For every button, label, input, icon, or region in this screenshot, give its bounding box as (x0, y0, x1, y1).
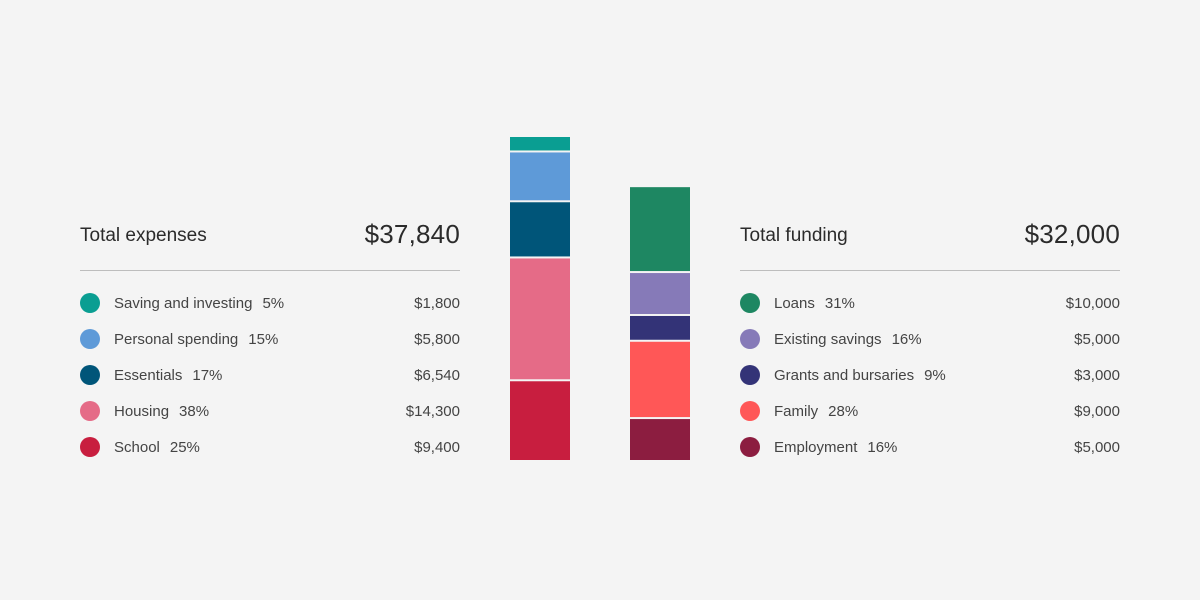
funding-total: $32,000 (1024, 219, 1120, 249)
legend-percent: 28% (828, 402, 859, 420)
expenses-title: Total expenses (80, 225, 207, 246)
swatch-personal-spending (80, 329, 100, 349)
legend-percent: 17% (192, 366, 223, 384)
swatch-existing-savings (740, 329, 760, 349)
legend-label: Existing savings (774, 330, 882, 348)
swatch-saving-investing (80, 293, 100, 313)
funding-stacked-bar (630, 187, 690, 460)
legend-percent: 16% (891, 330, 922, 348)
legend-row-essentials: Essentials 17% $6,540 (80, 357, 460, 393)
funding-title: Total funding (740, 225, 848, 246)
legend-value: $6,540 (414, 366, 460, 384)
legend-value: $1,800 (414, 294, 460, 312)
bar-segment-saving-and-investing (510, 137, 570, 151)
swatch-housing (80, 401, 100, 421)
legend-row-school: School 25% $9,400 (80, 429, 460, 465)
expenses-stacked-bar (510, 137, 570, 460)
legend-value: $10,000 (1065, 294, 1120, 312)
legend-label: Housing (114, 402, 170, 420)
bar-segment-family (630, 341, 690, 418)
legend-percent: 15% (248, 330, 279, 348)
swatch-loans (740, 293, 760, 313)
legend-label: School (114, 438, 160, 456)
bar-segment-housing (510, 258, 570, 380)
legend-value: $5,000 (1074, 438, 1120, 456)
expenses-panel: Total expenses $37,840 Saving and invest… (80, 210, 460, 465)
legend-value: $5,000 (1074, 330, 1120, 348)
legend-row-grants-bursaries: Grants and bursaries 9% $3,000 (740, 357, 1120, 393)
legend-label: Saving and investing (114, 294, 253, 312)
bar-segment-grants-and-bursaries (630, 315, 690, 340)
legend-percent: 25% (169, 438, 200, 456)
legend-percent: 38% (179, 402, 210, 420)
legend-label: Employment (774, 438, 858, 456)
funding-legend: Loans 31% $10,000 Existing savings 16% $… (740, 271, 1120, 465)
legend-label: Grants and bursaries (774, 366, 915, 384)
bar-segment-essentials (510, 202, 570, 257)
legend-row-family: Family 28% $9,000 (740, 393, 1120, 429)
legend-percent: 16% (867, 438, 898, 456)
bar-segment-employment (630, 419, 690, 460)
legend-row-saving-investing: Saving and investing 5% $1,800 (80, 285, 460, 321)
swatch-school (80, 437, 100, 457)
bar-segment-personal-spending (510, 152, 570, 201)
swatch-essentials (80, 365, 100, 385)
legend-value: $3,000 (1074, 366, 1120, 384)
legend-label: Essentials (114, 366, 183, 384)
legend-label: Personal spending (114, 330, 239, 348)
legend-row-housing: Housing 38% $14,300 (80, 393, 460, 429)
expenses-total: $37,840 (364, 219, 460, 249)
swatch-grants-bursaries (740, 365, 760, 385)
legend-percent: 9% (924, 366, 946, 384)
swatch-employment (740, 437, 760, 457)
bar-segment-existing-savings (630, 273, 690, 314)
legend-value: $9,000 (1074, 402, 1120, 420)
legend-value: $5,800 (414, 330, 460, 348)
legend-label: Loans (774, 294, 815, 312)
legend-percent: 31% (824, 294, 855, 312)
legend-row-personal-spending: Personal spending 15% $5,800 (80, 321, 460, 357)
legend-row-existing-savings: Existing savings 16% $5,000 (740, 321, 1120, 357)
bar-segment-loans (630, 187, 690, 272)
legend-label: Family (774, 402, 819, 420)
funding-header: Total funding $32,000 (740, 210, 1120, 271)
bar-segment-school (510, 381, 570, 460)
swatch-family (740, 401, 760, 421)
funding-panel: Total funding $32,000 Loans 31% $10,000 … (740, 210, 1120, 465)
expenses-legend: Saving and investing 5% $1,800 Personal … (80, 271, 460, 465)
legend-percent: 5% (262, 294, 285, 312)
expenses-header: Total expenses $37,840 (80, 210, 460, 271)
legend-value: $14,300 (405, 402, 460, 420)
legend-row-employment: Employment 16% $5,000 (740, 429, 1120, 465)
legend-value: $9,400 (414, 438, 460, 456)
legend-row-loans: Loans 31% $10,000 (740, 285, 1120, 321)
